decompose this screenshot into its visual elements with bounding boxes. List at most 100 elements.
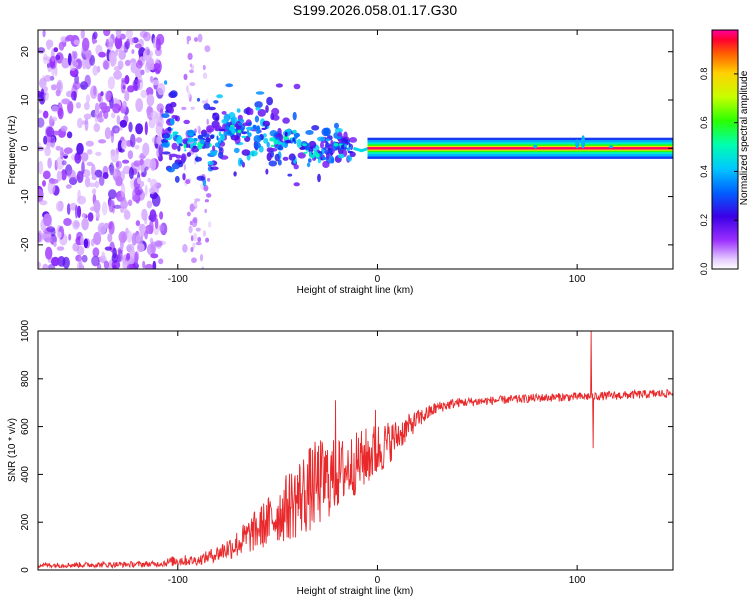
noise-blob xyxy=(76,245,85,256)
noise-blob xyxy=(144,166,149,171)
noise-blob xyxy=(153,227,159,236)
signal-blob xyxy=(337,153,345,159)
noise-blob xyxy=(158,224,165,232)
signal-core xyxy=(188,132,195,137)
snr-frame xyxy=(37,330,674,571)
signal-core xyxy=(193,133,196,136)
noise-blob xyxy=(99,102,107,108)
noise-blob xyxy=(115,104,120,110)
signal-core xyxy=(333,142,339,147)
signal-blob xyxy=(161,142,170,148)
noise-blob xyxy=(115,160,123,169)
signal-core xyxy=(231,129,236,134)
noise-blob xyxy=(84,118,89,132)
noise-blob xyxy=(194,198,201,202)
signal-blob xyxy=(246,126,255,131)
signal-core xyxy=(218,131,222,137)
noise-blob xyxy=(53,47,59,53)
colorbar-ticks: 0.0 0.2 0.4 0.6 0.8 xyxy=(699,68,738,275)
figure-title: S199.2026.058.01.17.G30 xyxy=(292,2,458,18)
spectrogram-blobs xyxy=(38,30,358,269)
y-tick-label: 200 xyxy=(20,513,31,530)
noise-blob xyxy=(39,200,48,206)
signal-core xyxy=(269,137,276,142)
signal-core xyxy=(330,152,333,156)
noise-blob xyxy=(94,169,103,178)
noise-blob xyxy=(187,90,191,99)
signal-blob xyxy=(221,118,229,124)
noise-blob xyxy=(135,98,144,113)
snr-y-ticks: 0 200 400 600 800 1000 xyxy=(20,319,673,573)
noise-blob xyxy=(45,39,54,48)
noise-blob xyxy=(109,162,115,176)
signal-blob xyxy=(219,147,223,152)
signal-core xyxy=(292,129,297,134)
noise-blob xyxy=(47,157,52,169)
noise-blob xyxy=(144,46,150,56)
noise-blob xyxy=(108,199,115,213)
noise-blob xyxy=(92,39,98,44)
noise-blob xyxy=(152,79,160,86)
signal-blob xyxy=(287,173,293,177)
noise-blob xyxy=(45,246,53,260)
noise-blob xyxy=(124,75,130,85)
signal-blob xyxy=(306,162,311,168)
noise-blob xyxy=(108,189,117,200)
signal-core xyxy=(214,142,219,148)
noise-blob xyxy=(110,129,115,144)
signal-blob xyxy=(167,167,176,173)
signal-blob xyxy=(174,115,178,122)
noise-blob xyxy=(43,213,52,227)
signal-core xyxy=(247,132,252,138)
noise-blob xyxy=(149,209,157,223)
noise-blob xyxy=(199,254,204,262)
signal-blob xyxy=(349,137,358,143)
signal-core xyxy=(325,138,330,142)
noise-blob xyxy=(128,167,134,179)
noise-blob xyxy=(100,91,104,97)
signal-blob xyxy=(174,175,180,183)
signal-blob xyxy=(242,122,249,127)
signal-core xyxy=(321,157,327,160)
signal-blob xyxy=(297,152,306,159)
noise-blob xyxy=(80,235,84,246)
signal-core xyxy=(241,135,247,139)
signal-blob xyxy=(171,162,180,170)
signal-blob xyxy=(201,133,210,138)
noise-blob xyxy=(81,161,85,175)
signal-blob xyxy=(206,125,215,133)
noise-blob xyxy=(46,226,56,233)
noise-blob xyxy=(105,38,109,48)
noise-blob xyxy=(77,205,82,218)
signal-blob xyxy=(317,173,321,183)
signal-blob xyxy=(168,106,174,114)
signal-blob xyxy=(325,141,329,145)
noise-blob xyxy=(56,81,62,91)
noise-blob xyxy=(55,201,63,212)
noise-blob xyxy=(204,45,211,53)
signal-core xyxy=(341,144,345,149)
noise-blob xyxy=(96,262,102,269)
x-tick-label: 0 xyxy=(375,274,381,285)
signal-blob xyxy=(334,122,339,129)
noise-blob xyxy=(144,184,148,197)
noise-blob xyxy=(135,220,141,227)
signal-blob xyxy=(213,100,219,104)
noise-blob xyxy=(149,187,156,195)
signal-blob xyxy=(296,138,302,148)
noise-blob xyxy=(134,186,143,196)
noise-blob xyxy=(38,146,45,152)
noise-blob xyxy=(124,59,131,67)
noise-blob xyxy=(192,216,198,224)
noise-blob xyxy=(104,105,111,113)
noise-blob xyxy=(203,230,206,237)
noise-blob xyxy=(84,102,90,111)
signal-core xyxy=(226,121,230,127)
noise-blob xyxy=(80,30,85,39)
noise-blob xyxy=(92,188,97,195)
noise-blob xyxy=(127,199,133,207)
signal-blob xyxy=(270,112,275,121)
colorbar-tick-label: 0.8 xyxy=(699,68,709,81)
noise-blob xyxy=(186,35,192,42)
noise-blob xyxy=(189,63,193,68)
